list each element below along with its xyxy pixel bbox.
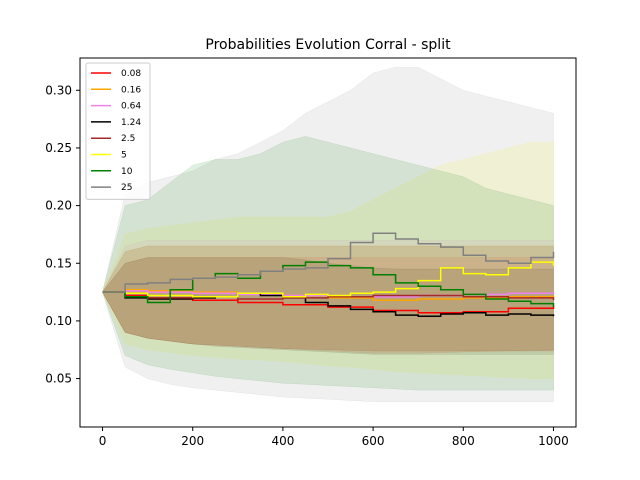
series-line-25 bbox=[102, 232, 555, 293]
legend: 0.08 0.16 0.64 1.24 2.5 5 10 25 bbox=[85, 62, 151, 200]
x-tick-label: 1000 bbox=[538, 434, 569, 448]
x-axis: 0 200 400 600 800 1000 bbox=[99, 427, 569, 448]
y-tick-label: 0.20 bbox=[45, 199, 72, 213]
legend-label-25: 25 bbox=[121, 183, 132, 193]
legend-label-0-08: 0.08 bbox=[121, 69, 141, 79]
plot-frame bbox=[79, 57, 577, 428]
legend-box bbox=[85, 62, 151, 200]
y-tick-label: 0.10 bbox=[45, 314, 72, 328]
y-axis: 0.05 0.10 0.15 0.20 0.25 0.30 bbox=[45, 83, 80, 386]
legend-label-1-24: 1.24 bbox=[121, 118, 141, 128]
series-line-1-24 bbox=[102, 291, 555, 318]
x-tick-label: 200 bbox=[181, 434, 204, 448]
x-tick-label: 400 bbox=[271, 434, 294, 448]
series-line-5 bbox=[102, 261, 555, 298]
legend-label-0-64: 0.64 bbox=[121, 102, 141, 112]
legend-label-2-5: 2.5 bbox=[121, 134, 135, 144]
y-tick-label: 0.30 bbox=[45, 83, 72, 97]
y-tick-label: 0.25 bbox=[45, 141, 72, 155]
chart-title: Probabilities Evolution Corral - split bbox=[205, 37, 451, 53]
x-tick-label: 800 bbox=[452, 434, 475, 448]
y-tick-label: 0.15 bbox=[45, 256, 72, 270]
x-tick-label: 0 bbox=[99, 434, 107, 448]
legend-label-0-16: 0.16 bbox=[121, 85, 141, 95]
legend-label-5: 5 bbox=[121, 151, 127, 161]
series-lines bbox=[102, 232, 555, 318]
x-tick-label: 600 bbox=[362, 434, 385, 448]
legend-label-10: 10 bbox=[121, 167, 133, 177]
y-tick-label: 0.05 bbox=[45, 372, 72, 386]
